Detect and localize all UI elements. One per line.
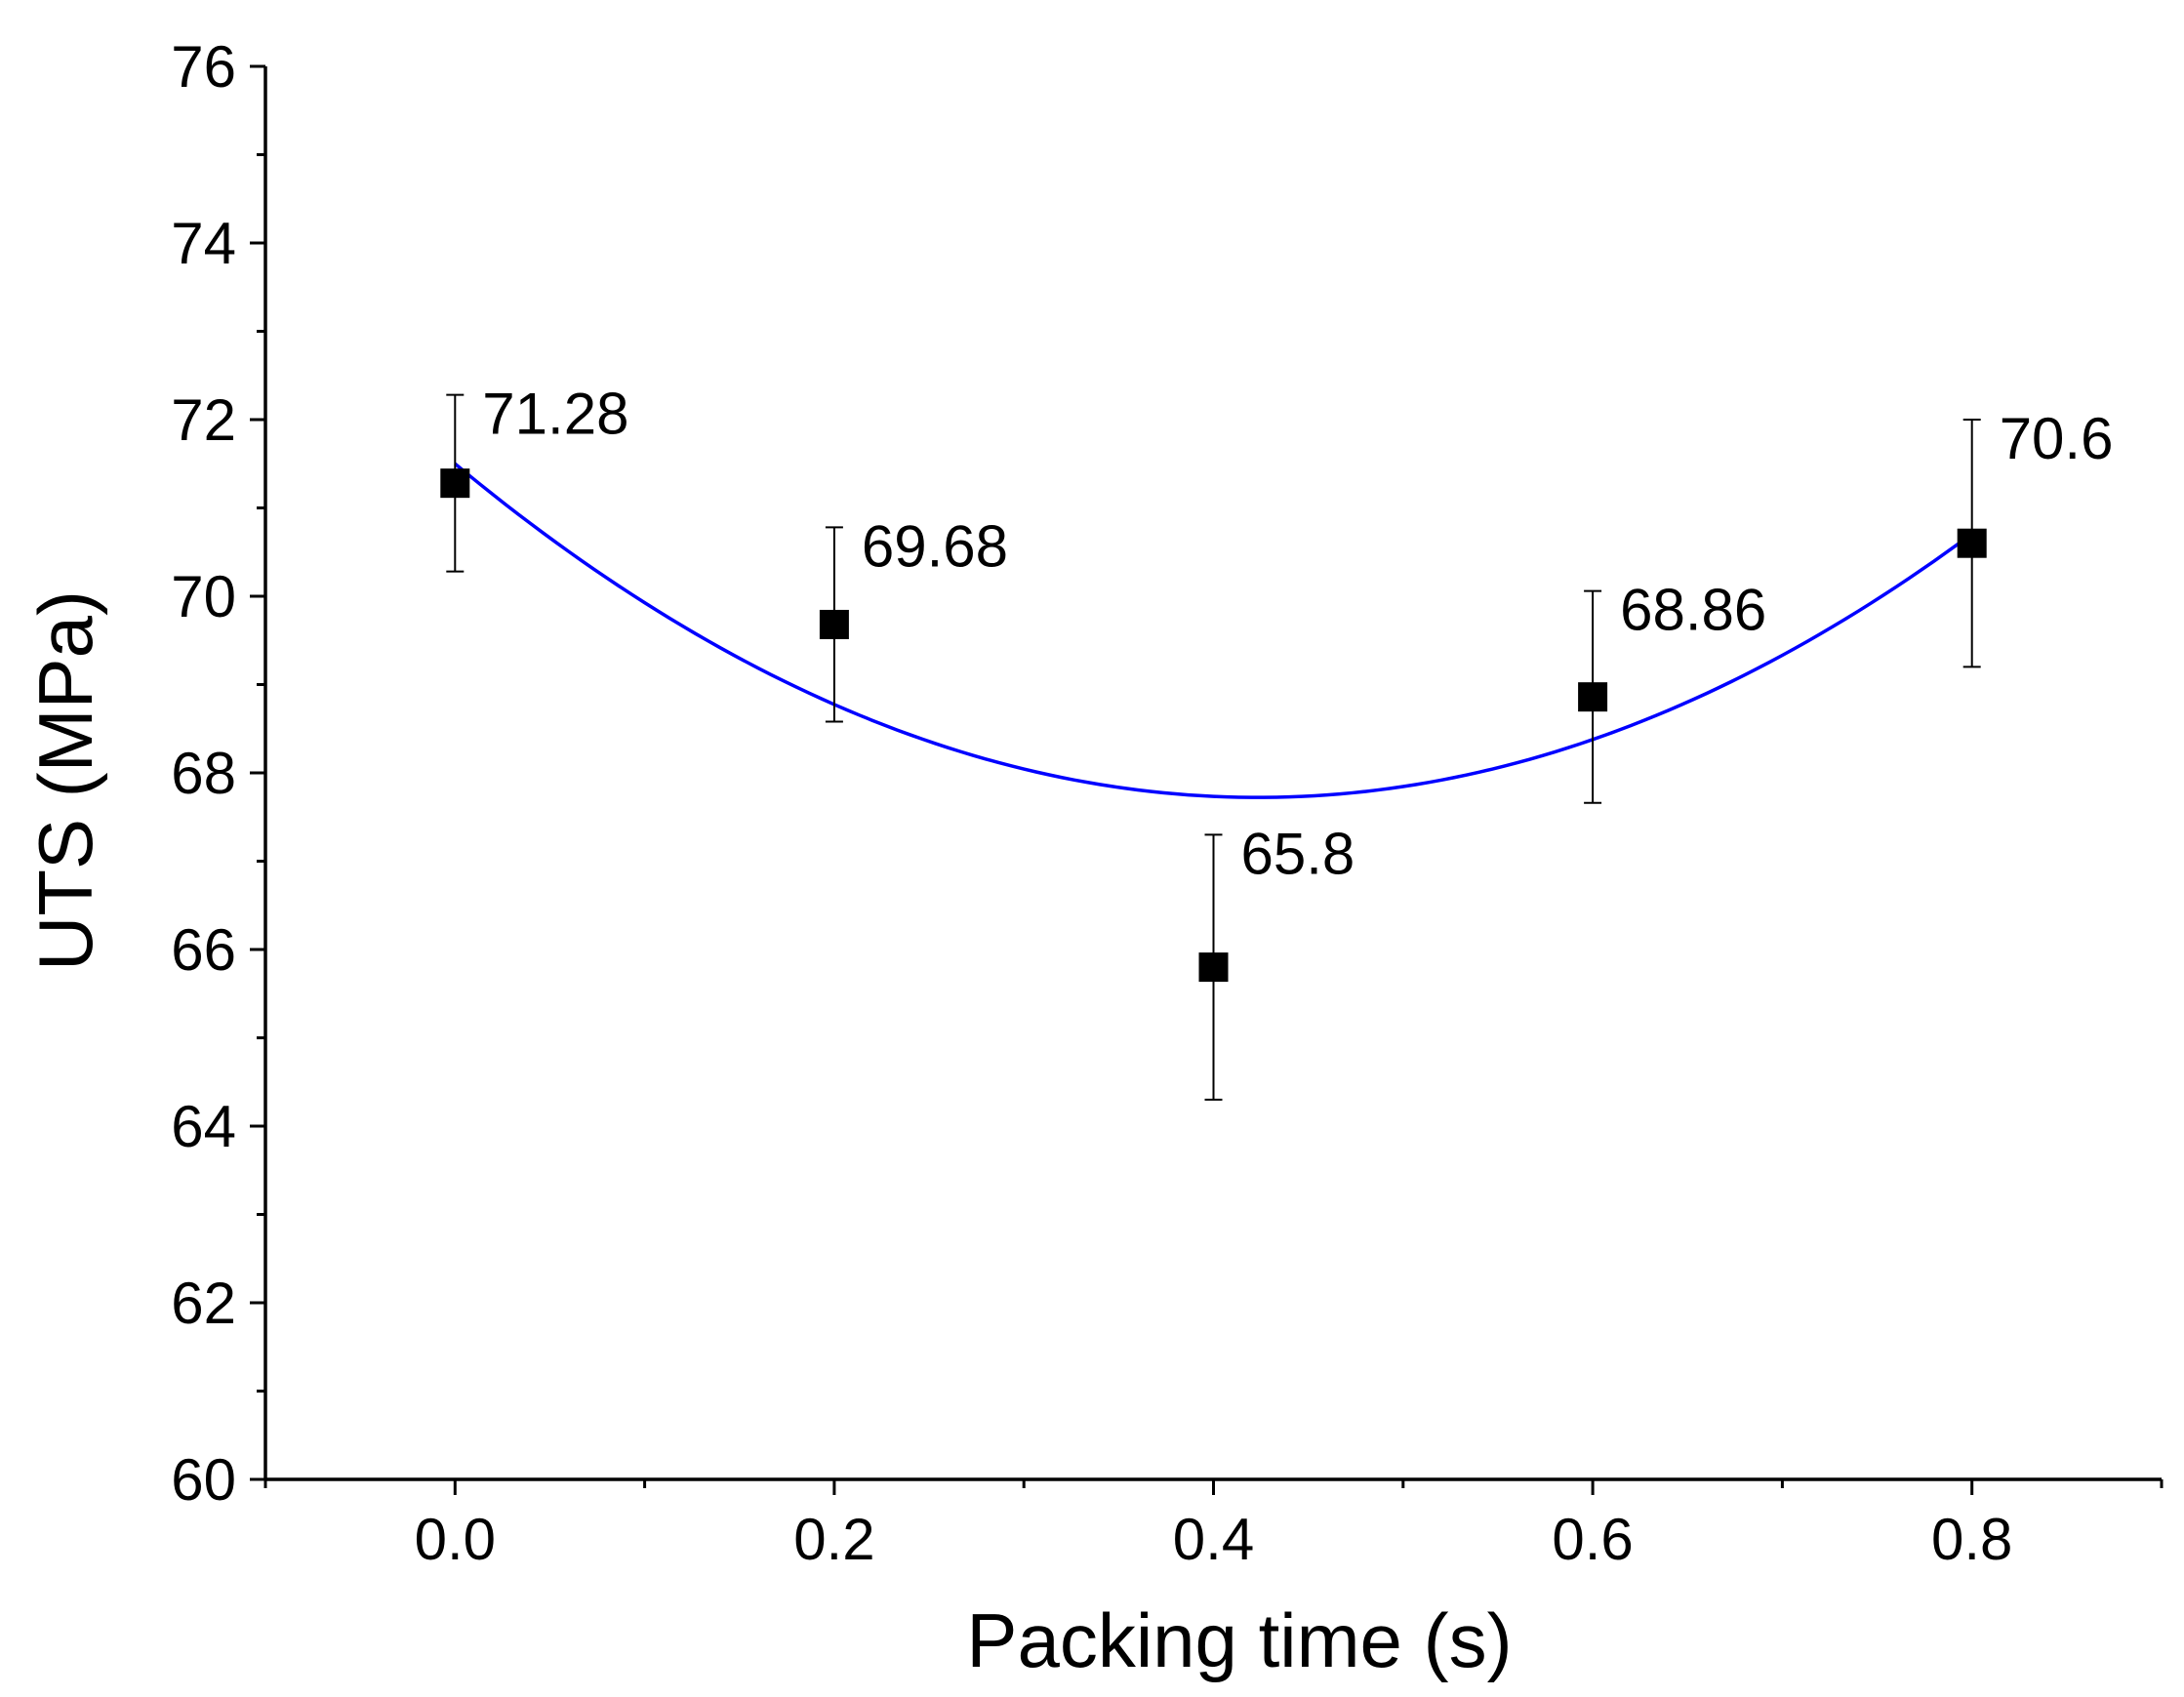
fit-curve-layer bbox=[454, 462, 1973, 799]
axes: 60 62 64 66 68 70 72 74 76 0.0 0.2 0.4 0.6 0.8 bbox=[171, 34, 2164, 1572]
x-tick-label: 0.0 bbox=[415, 1507, 496, 1572]
data-point-marker bbox=[819, 609, 849, 639]
y-tick-label: 62 bbox=[171, 1271, 236, 1336]
y-tick-label: 70 bbox=[171, 564, 236, 629]
data-point-label: 65.8 bbox=[1241, 821, 1355, 886]
data-point-marker bbox=[440, 468, 470, 499]
y-tick-label: 60 bbox=[171, 1447, 236, 1513]
x-tick-label: 0.2 bbox=[793, 1507, 874, 1572]
data-point-marker bbox=[1957, 528, 1987, 558]
data-point-label: 69.68 bbox=[862, 513, 1008, 579]
x-tick-label: 0.8 bbox=[1931, 1507, 2012, 1572]
data-point-label: 71.28 bbox=[482, 382, 628, 447]
y-axis-title: UTS (MPa) bbox=[22, 590, 108, 971]
data-point-marker bbox=[1578, 682, 1608, 712]
x-axis-title: Packing time (s) bbox=[966, 1597, 1512, 1683]
x-tick-label: 0.6 bbox=[1552, 1507, 1633, 1572]
y-tick-label: 74 bbox=[171, 211, 236, 276]
data-point-label: 70.6 bbox=[2000, 406, 2114, 471]
y-tick-label: 68 bbox=[171, 741, 236, 806]
y-tick-label: 72 bbox=[171, 387, 236, 453]
y-tick-label: 76 bbox=[171, 34, 236, 100]
data-labels: 71.28 69.68 65.8 68.86 70.6 bbox=[482, 382, 2113, 887]
data-markers bbox=[440, 468, 1987, 983]
data-point-label: 68.86 bbox=[1620, 578, 1766, 643]
y-tick-label: 64 bbox=[171, 1094, 236, 1159]
fit-curve bbox=[454, 462, 1973, 799]
data-point-marker bbox=[1198, 952, 1229, 983]
x-tick-label: 0.4 bbox=[1173, 1507, 1254, 1572]
y-tick-label: 66 bbox=[171, 917, 236, 983]
